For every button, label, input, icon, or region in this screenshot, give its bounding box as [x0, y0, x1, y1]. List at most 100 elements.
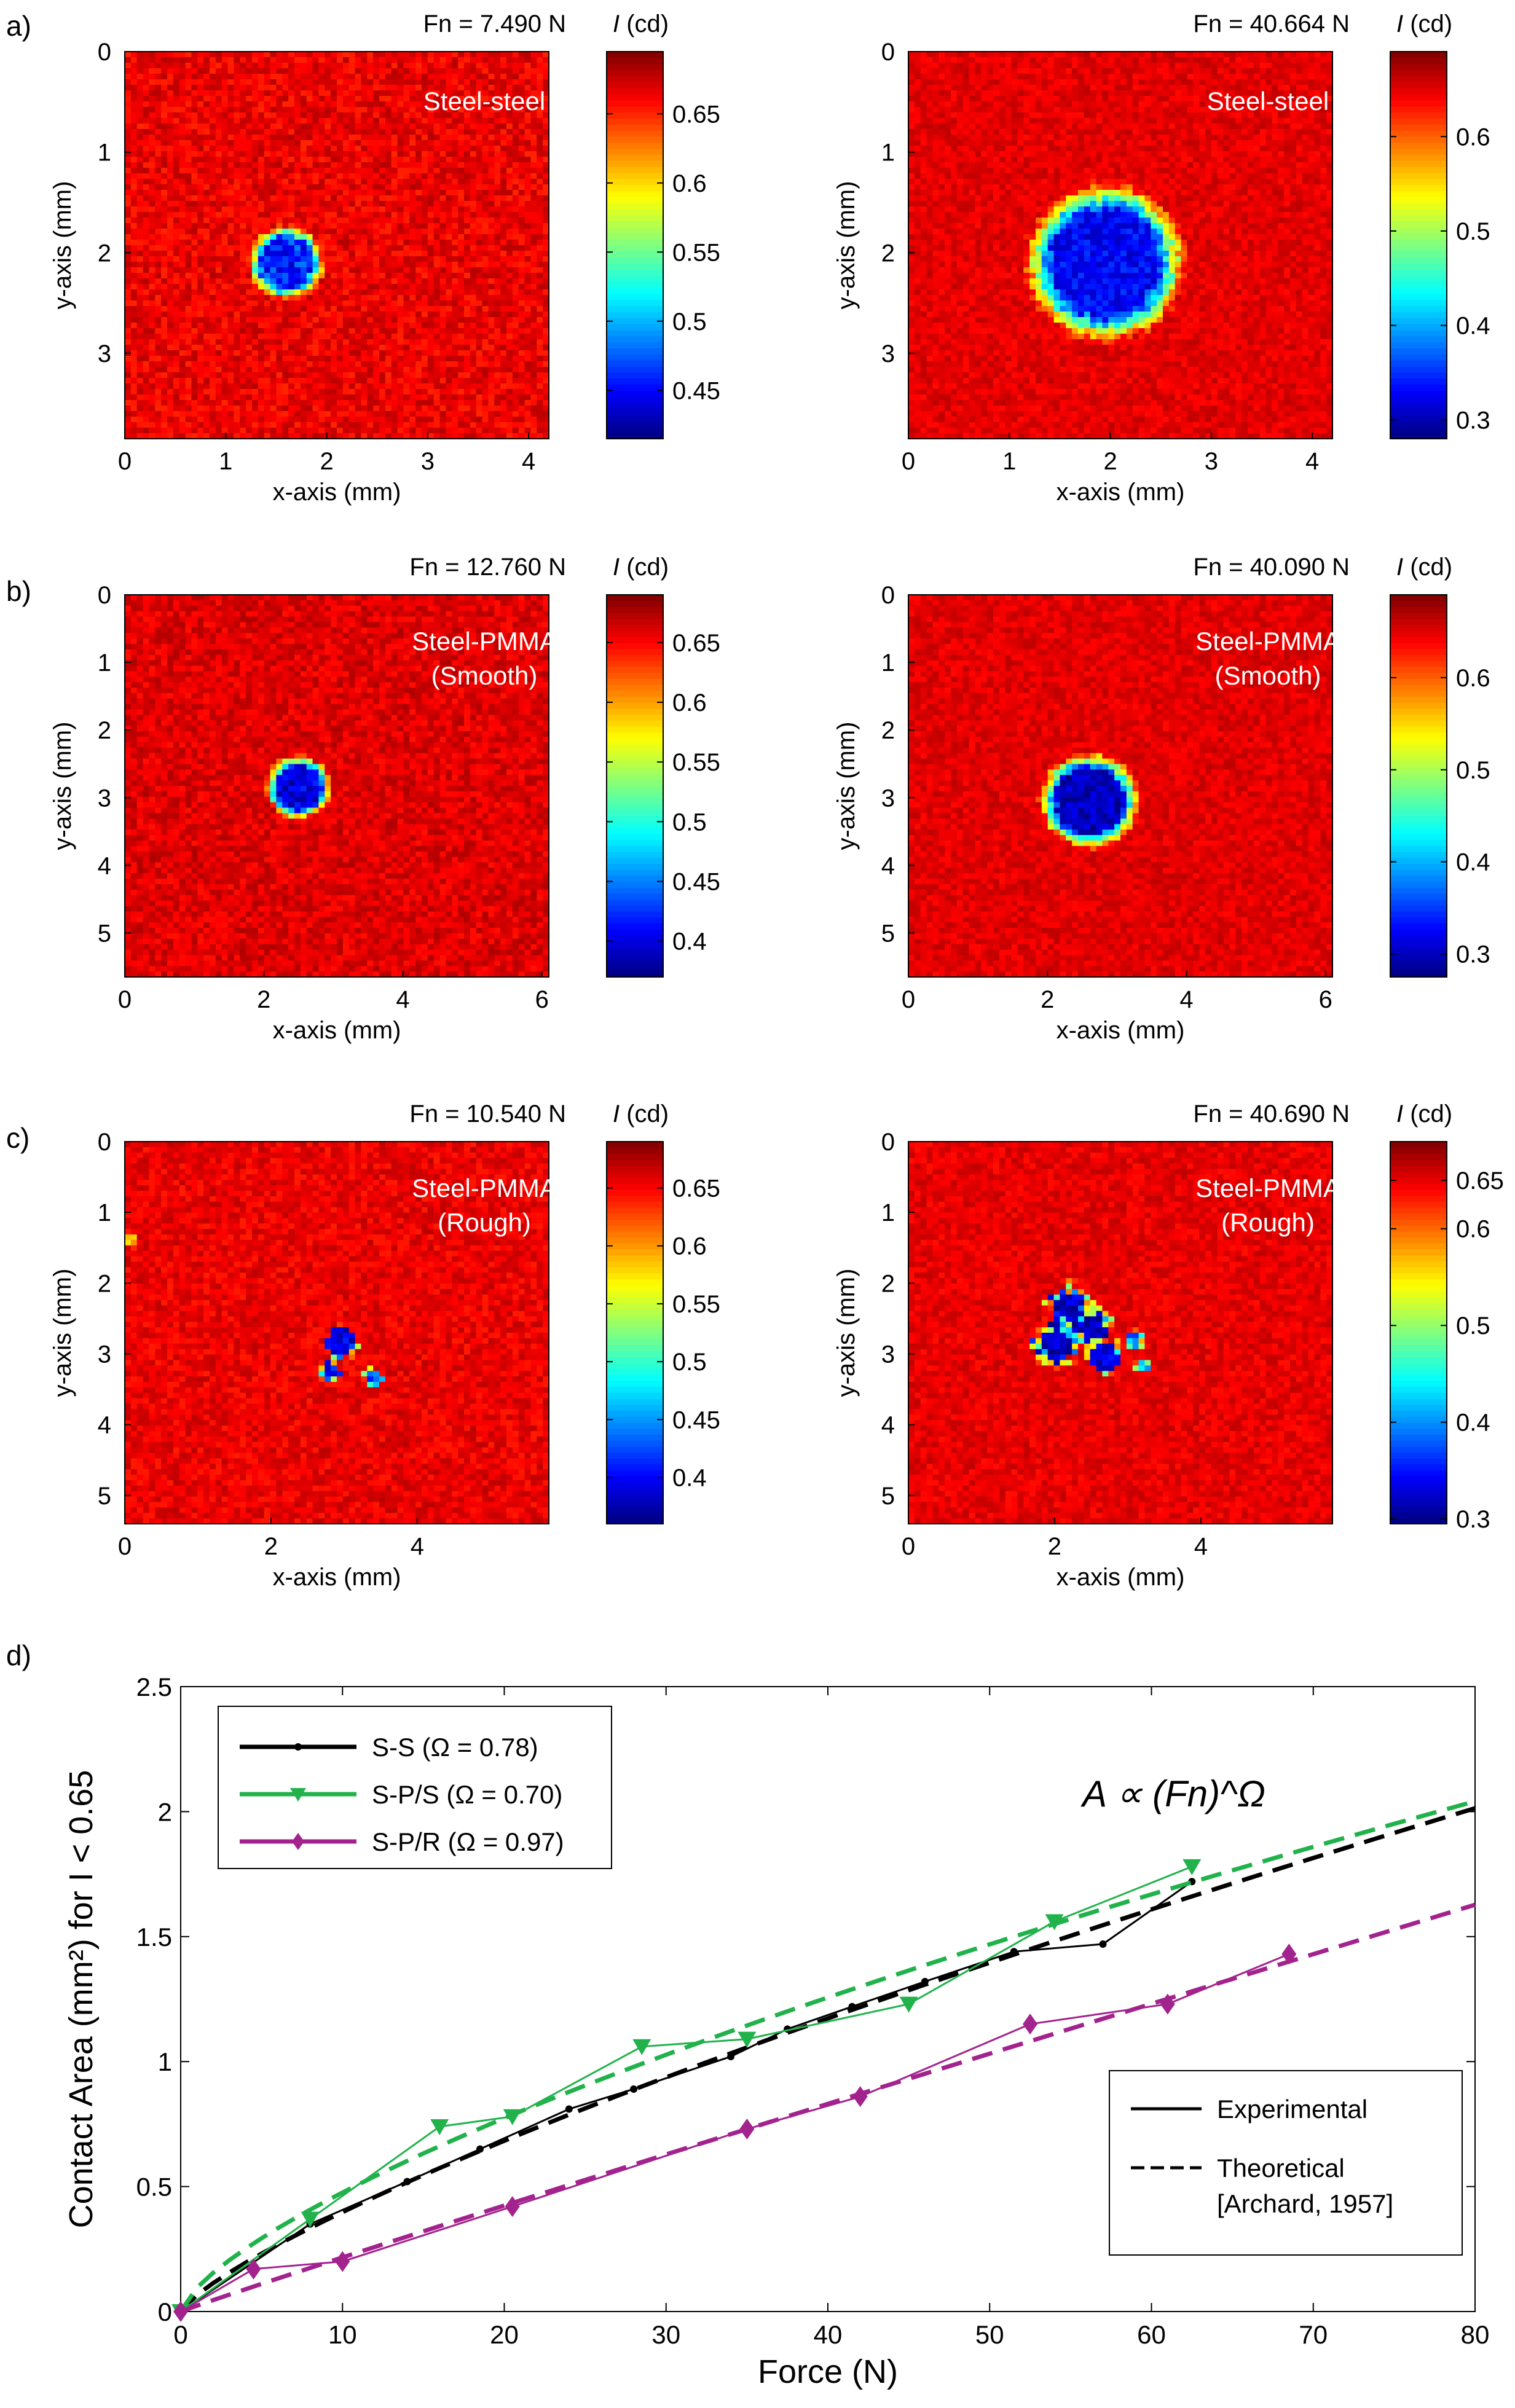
heatmap-cell — [367, 206, 374, 213]
heatmap-cell — [264, 201, 271, 207]
heatmap-cell — [427, 52, 435, 58]
heatmap-cell — [294, 168, 301, 174]
heatmap-cell — [143, 90, 150, 96]
heatmap-cell — [379, 367, 386, 373]
heatmap-cell — [512, 295, 519, 301]
heatmap-cell — [500, 234, 507, 240]
heatmap-cell — [258, 63, 265, 69]
heatmap-cell — [252, 212, 259, 218]
heatmap-cell — [258, 173, 265, 179]
heatmap-cell — [210, 218, 216, 224]
heatmap-cell — [210, 256, 216, 262]
heatmap-cell — [379, 400, 386, 406]
heatmap-cell — [185, 428, 192, 434]
heatmap-cell — [512, 52, 519, 58]
heatmap-cell — [270, 124, 277, 130]
heatmap-cell — [348, 184, 356, 190]
heatmap-cell — [197, 267, 204, 273]
heatmap-cell — [397, 96, 404, 102]
heatmap-cell — [215, 312, 222, 318]
heatmap-cell — [433, 289, 441, 296]
heatmap-cell — [439, 184, 447, 190]
heatmap-cell — [403, 256, 410, 262]
heatmap-cell — [470, 157, 477, 163]
heatmap-cell — [500, 284, 507, 290]
heatmap-cell — [197, 339, 204, 345]
heatmap-cell — [482, 162, 489, 168]
heatmap-cell — [403, 184, 410, 190]
heatmap-cell — [409, 157, 416, 163]
heatmap-cell — [403, 57, 410, 63]
heatmap-cell — [367, 356, 374, 362]
heatmap-cell — [288, 251, 295, 257]
heatmap-cell — [488, 378, 495, 384]
heatmap-cell — [458, 90, 465, 96]
heatmap-cell — [537, 289, 543, 296]
heatmap-cell — [543, 118, 549, 124]
heatmap-cell — [130, 96, 138, 102]
heatmap-cell — [227, 206, 235, 213]
heatmap-cell — [518, 306, 525, 312]
heatmap-cell — [348, 334, 356, 340]
heatmap-cell — [210, 135, 216, 141]
heatmap-cell — [191, 372, 198, 378]
heatmap-cell — [179, 135, 186, 141]
heatmap-cell — [167, 190, 174, 196]
heatmap-cell — [403, 273, 410, 279]
heatmap-cell — [210, 162, 216, 168]
heatmap-cell — [331, 328, 337, 334]
heatmap-cell — [361, 411, 368, 417]
heatmap-cell — [130, 57, 138, 63]
heatmap-cell — [415, 394, 422, 401]
heatmap-cell — [125, 173, 132, 179]
heatmap-cell — [252, 378, 259, 384]
heatmap-cell — [458, 273, 465, 279]
heatmap-cell — [476, 146, 483, 152]
heatmap-cell — [488, 206, 495, 213]
heatmap-cell — [318, 195, 325, 202]
heatmap-cell — [130, 162, 138, 168]
heatmap-cell — [155, 312, 162, 318]
heatmap-cell — [415, 278, 422, 284]
heatmap-cell — [379, 124, 386, 130]
heatmap-cell — [512, 400, 519, 406]
heatmap-cell — [391, 284, 398, 290]
heatmap-cell — [409, 406, 416, 412]
heatmap-cell — [506, 124, 513, 130]
heatmap-cell — [173, 184, 180, 190]
heatmap-cell — [143, 312, 150, 318]
heatmap-cell — [422, 273, 428, 279]
heatmap-cell — [264, 295, 271, 301]
heatmap-cell — [397, 422, 404, 428]
heatmap-cell — [203, 383, 210, 390]
heatmap-cell — [258, 52, 265, 58]
heatmap-cell — [331, 367, 337, 373]
heatmap-cell — [215, 112, 222, 119]
heatmap-cell — [403, 251, 410, 257]
heatmap-cell — [337, 300, 344, 307]
heatmap-cell — [331, 173, 337, 179]
heatmap-cell — [512, 96, 519, 102]
heatmap-cell — [294, 361, 301, 367]
heatmap-cell — [173, 157, 180, 163]
heatmap-cell — [136, 372, 144, 378]
heatmap-cell — [427, 411, 435, 417]
heatmap-cell — [543, 129, 549, 135]
heatmap-cell — [240, 234, 246, 240]
heatmap-cell — [306, 289, 313, 296]
heatmap-cell — [185, 112, 192, 119]
heatmap-cell — [215, 63, 222, 69]
heatmap-cell — [337, 140, 344, 146]
heatmap-cell — [227, 262, 235, 268]
heatmap-cell — [221, 422, 229, 428]
heatmap-cell — [391, 90, 398, 96]
heatmap-cell — [379, 350, 386, 356]
heatmap-cell — [197, 190, 204, 196]
heatmap-cell — [488, 345, 495, 351]
heatmap-cell — [264, 184, 271, 190]
heatmap-cell — [415, 323, 422, 329]
heatmap-cell — [167, 356, 174, 362]
heatmap-cell — [276, 400, 283, 406]
heatmap-cell — [167, 251, 174, 257]
heatmap-cell — [270, 157, 277, 163]
